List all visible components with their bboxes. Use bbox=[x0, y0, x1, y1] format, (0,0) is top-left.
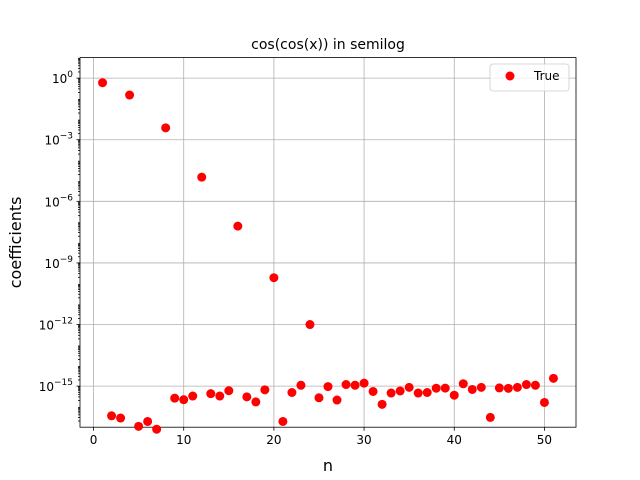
x-tick-label: 40 bbox=[447, 433, 462, 447]
legend-label: True bbox=[533, 69, 560, 83]
data-point bbox=[287, 387, 297, 397]
data-point bbox=[134, 421, 144, 431]
data-point bbox=[170, 393, 180, 403]
data-point bbox=[323, 382, 333, 392]
data-point bbox=[233, 221, 243, 231]
data-point bbox=[512, 382, 522, 392]
data-point bbox=[548, 373, 558, 383]
data-point bbox=[332, 395, 342, 405]
data-point bbox=[422, 387, 432, 397]
data-point bbox=[467, 384, 477, 394]
data-point bbox=[404, 382, 414, 392]
data-point bbox=[206, 389, 216, 399]
y-tick-label: 10−6 bbox=[44, 193, 73, 209]
data-point bbox=[242, 392, 252, 402]
data-point bbox=[485, 412, 495, 422]
data-point bbox=[350, 380, 360, 390]
x-tick-label: 0 bbox=[90, 433, 98, 447]
data-point bbox=[395, 386, 405, 396]
data-point bbox=[125, 90, 135, 100]
x-axis-label: n bbox=[323, 456, 333, 475]
y-tick-label: 100 bbox=[52, 70, 73, 86]
data-point bbox=[143, 416, 153, 426]
legend: True bbox=[489, 63, 570, 92]
legend-marker bbox=[505, 71, 515, 81]
data-point bbox=[116, 413, 126, 423]
data-point bbox=[188, 391, 198, 401]
data-point bbox=[215, 391, 225, 401]
data-point bbox=[197, 172, 207, 182]
chart-title: cos(cos(x)) in semilog bbox=[251, 37, 405, 53]
data-point bbox=[305, 320, 315, 330]
data-point bbox=[503, 383, 513, 393]
data-point bbox=[251, 397, 261, 407]
ticks: 0 10 20 30 40 50 100 10−3 10−6 10−9 10−12 10−15 bbox=[39, 58, 552, 447]
x-tick-label: 20 bbox=[266, 433, 281, 447]
data-point bbox=[341, 380, 351, 390]
data-point bbox=[431, 383, 441, 393]
data-point bbox=[107, 411, 117, 421]
data-point bbox=[98, 78, 108, 88]
data-point bbox=[314, 393, 324, 403]
data-point bbox=[386, 388, 396, 398]
data-point bbox=[413, 388, 423, 398]
data-point bbox=[368, 386, 378, 396]
data-point bbox=[359, 378, 369, 388]
data-point bbox=[458, 379, 468, 389]
y-tick-label: 10−9 bbox=[44, 255, 73, 271]
x-tick-label: 50 bbox=[537, 433, 552, 447]
data-points bbox=[98, 78, 558, 434]
data-point bbox=[260, 385, 270, 395]
data-point bbox=[224, 386, 234, 396]
data-point bbox=[521, 380, 531, 390]
data-point bbox=[152, 424, 162, 434]
y-tick-label: 10−12 bbox=[39, 317, 73, 333]
data-point bbox=[449, 390, 459, 400]
y-tick-label: 10−15 bbox=[39, 378, 73, 394]
y-tick-label: 10−3 bbox=[44, 132, 73, 148]
y-axis-label: coefficients bbox=[6, 197, 25, 289]
data-point bbox=[539, 397, 549, 407]
data-point bbox=[377, 399, 387, 409]
data-point bbox=[269, 273, 279, 283]
data-point bbox=[476, 382, 486, 392]
data-point bbox=[494, 383, 504, 393]
data-point bbox=[440, 383, 450, 393]
grid bbox=[80, 57, 576, 428]
data-point bbox=[296, 380, 306, 390]
x-tick-label: 30 bbox=[356, 433, 371, 447]
plot-frame bbox=[79, 57, 577, 428]
data-point bbox=[278, 416, 288, 426]
data-point bbox=[161, 123, 171, 133]
data-point bbox=[179, 395, 189, 405]
data-point bbox=[530, 380, 540, 390]
legend-box bbox=[489, 63, 570, 92]
x-tick-label: 10 bbox=[176, 433, 191, 447]
